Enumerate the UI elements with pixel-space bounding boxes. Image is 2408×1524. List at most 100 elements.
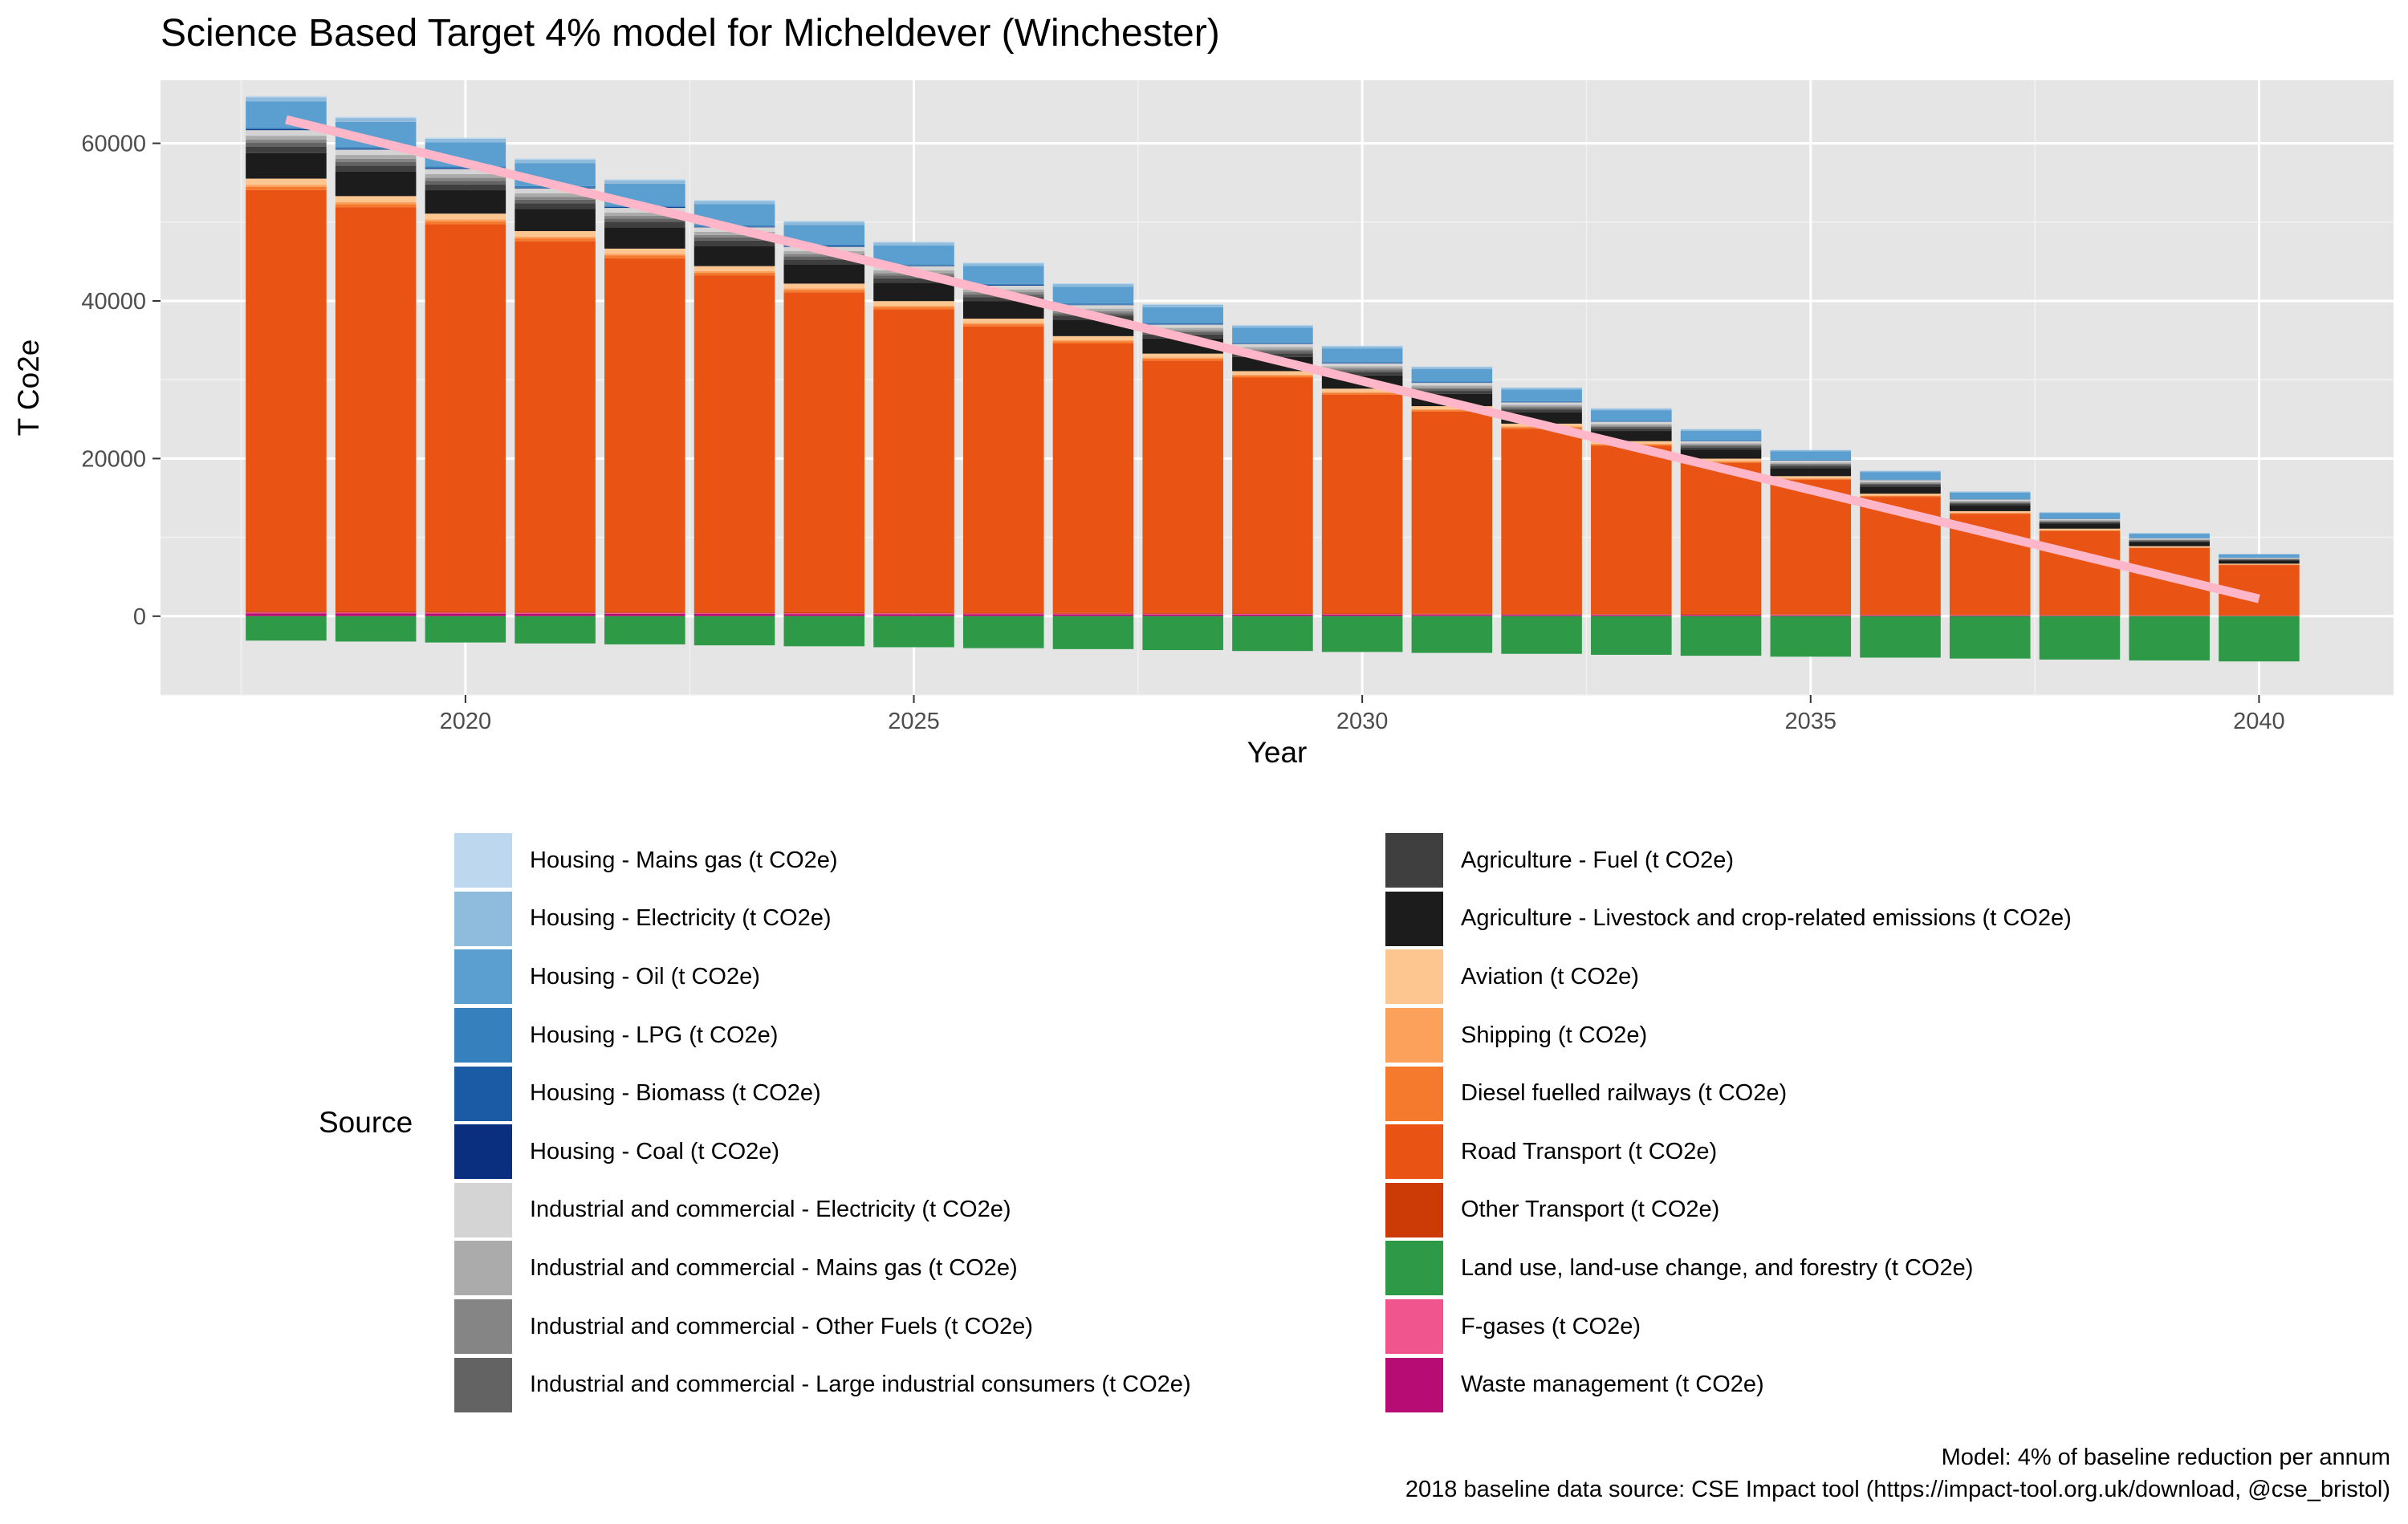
bar-stacks — [246, 96, 2300, 662]
legend-label: Agriculture - Livestock and crop-related… — [1461, 905, 2072, 932]
bar-segment — [1142, 358, 1223, 361]
legend-label: Diesel fuelled railways (t CO2e) — [1461, 1080, 1788, 1107]
x-tick-label: 2030 — [1336, 709, 1389, 734]
bar-segment — [1591, 614, 1672, 616]
legend-key-swatch — [1385, 1008, 1443, 1063]
bar-segment — [2129, 540, 2210, 542]
bar-segment — [1591, 445, 1672, 615]
bar-segment — [1411, 366, 1493, 368]
bar-segment — [1052, 341, 1134, 344]
bar-segment-negative — [1321, 616, 1403, 652]
bar-segment-negative — [335, 616, 417, 642]
bar-segment — [2129, 539, 2210, 540]
legend-label: Land use, land-use change, and forestry … — [1461, 1254, 1974, 1281]
bar-segment — [1860, 486, 1941, 494]
bar-stack-2039 — [2129, 533, 2210, 660]
bar-segment — [1232, 614, 1313, 616]
bar-segment — [246, 189, 327, 612]
y-tick-label: 60000 — [81, 132, 146, 157]
bar-stack-2020 — [425, 137, 506, 643]
bar-segment — [1321, 348, 1403, 363]
legend-item: Agriculture - Livestock and crop-related… — [1385, 890, 2072, 949]
bar-segment — [604, 216, 685, 219]
bar-segment — [1591, 614, 1672, 615]
bar-segment — [1411, 411, 1493, 614]
bar-segment — [1860, 496, 1941, 498]
bar-segment — [694, 614, 775, 616]
bar-segment — [1860, 480, 1941, 482]
bar-segment — [2129, 534, 2210, 538]
bar-segment — [1770, 463, 1852, 465]
legend-key-swatch — [454, 1241, 512, 1296]
bar-segment — [962, 262, 1044, 264]
bar-segment — [335, 204, 417, 208]
bar-segment — [425, 221, 506, 225]
bar-segment — [1142, 360, 1223, 613]
bar-segment — [694, 272, 775, 276]
legend-label: Industrial and commercial - Large indust… — [530, 1372, 1191, 1398]
legend-label: Industrial and commercial - Electricity … — [530, 1197, 1011, 1223]
target-line-group — [285, 115, 2260, 604]
bar-segment — [515, 209, 596, 231]
bar-segment — [515, 230, 596, 237]
bar-stack-2024 — [783, 221, 865, 647]
bar-segment — [2129, 538, 2210, 540]
bar-segment — [2129, 539, 2210, 541]
target-line — [285, 115, 2260, 604]
bar-segment — [425, 184, 506, 191]
bar-segment — [1770, 479, 1852, 615]
bar-segment-negative — [515, 616, 596, 644]
bar-segment — [515, 188, 596, 193]
legend-label: Aviation (t CO2e) — [1461, 963, 1639, 990]
bar-segment — [246, 130, 327, 136]
bar-stack-2025 — [873, 242, 954, 648]
legend-label: Housing - Mains gas (t CO2e) — [530, 847, 838, 873]
bar-segment — [2039, 523, 2121, 529]
bar-segment — [1321, 368, 1403, 371]
bar-segment — [1142, 303, 1223, 305]
tick-labels: 2020 2025 2030 2035 2040 0 20000 40000 60000 — [81, 132, 2284, 734]
bar-segment — [1860, 479, 1941, 480]
y-tick-label: 20000 — [81, 446, 146, 472]
bar-segment — [1321, 370, 1403, 372]
bar-segment-negative — [1052, 616, 1134, 649]
bar-segment — [1501, 402, 1582, 405]
bar-segment — [246, 136, 327, 140]
bar-segment — [1411, 388, 1493, 392]
bar-segment — [335, 148, 417, 149]
bar-segment — [873, 275, 954, 278]
bar-segment — [1860, 494, 1941, 496]
bar-stack-2033 — [1591, 408, 1672, 655]
bar-segment — [1860, 483, 1941, 486]
bar-segment — [335, 201, 417, 205]
legend-item: Housing - Electricity (t CO2e) — [454, 890, 1191, 949]
bar-segment — [873, 612, 954, 614]
bar-segment — [962, 263, 1044, 266]
bar-segment — [1770, 462, 1852, 464]
bar-segment — [1052, 339, 1134, 342]
bar-segment — [962, 326, 1044, 613]
bar-segment-negative — [2129, 616, 2210, 660]
bar-segment — [604, 255, 685, 258]
bar-segment — [1591, 410, 1672, 421]
legend-key-swatch — [454, 949, 512, 1005]
bar-segment — [1770, 478, 1852, 479]
bar-segment-negative — [1142, 616, 1223, 651]
bar-segment — [1052, 303, 1134, 305]
bar-segment — [1321, 392, 1403, 395]
bar-stack-2028 — [1142, 303, 1223, 651]
bar-segment — [783, 244, 865, 246]
bar-segment — [783, 254, 865, 257]
legend-key-swatch — [454, 1299, 512, 1355]
bar-segment — [2219, 554, 2300, 558]
bar-segment — [1501, 406, 1582, 408]
bar-segment — [2219, 563, 2300, 565]
legend-item: Waste management (t CO2e) — [1385, 1355, 2072, 1414]
bar-segment — [1142, 612, 1223, 614]
bar-segment — [2039, 530, 2121, 616]
bar-segment — [1770, 449, 1852, 452]
legend-key-swatch — [1385, 1357, 1443, 1412]
bar-segment — [1142, 614, 1223, 616]
bar-segment — [335, 155, 417, 159]
bar-segment — [1321, 613, 1403, 615]
